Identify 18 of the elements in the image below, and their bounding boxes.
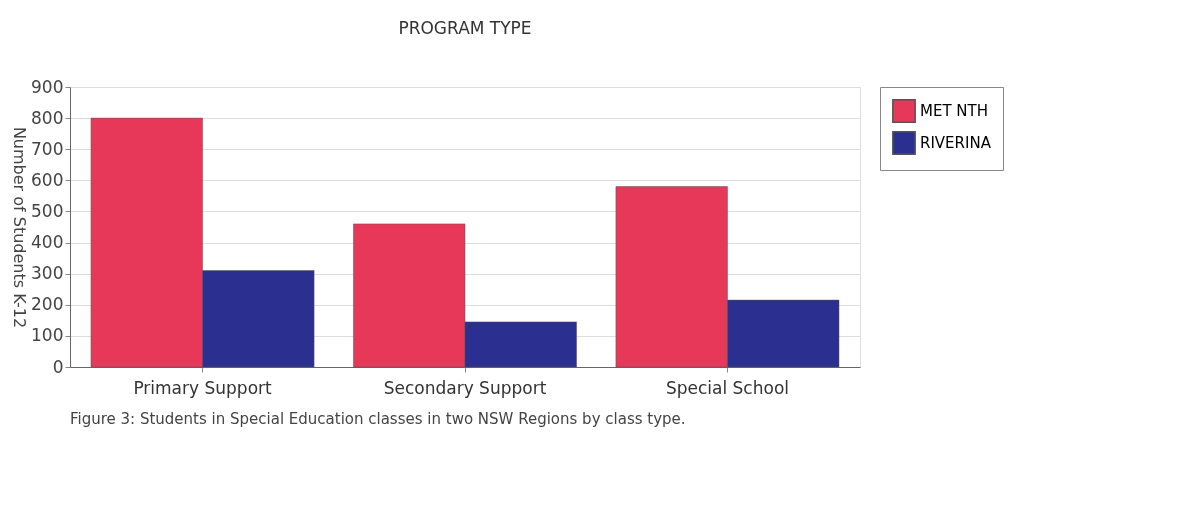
y-tick-label: 200 [31, 294, 64, 315]
y-tick-label: 800 [31, 107, 64, 128]
y-tick-label: 400 [31, 232, 64, 253]
legend-label: MET NTH [920, 102, 989, 120]
x-tick-label: Secondary Support [383, 377, 547, 398]
caption: Figure 3: Students in Special Education classes in two NSW Regions by class type. [70, 410, 686, 428]
y-tick-label: 500 [31, 200, 64, 221]
x-tick-label: Special School [665, 377, 790, 398]
y-tick-label: 600 [31, 169, 64, 190]
y-axis-title: Number of Students K-12 [10, 126, 30, 329]
x-tick-label: Primary Support [133, 377, 273, 398]
chart-title: PROGRAM TYPE [398, 18, 532, 38]
y-tick-label: 900 [31, 76, 64, 97]
y-tick-label: 300 [31, 263, 64, 284]
y-tick-label: 700 [31, 138, 64, 159]
y-tick-label: 100 [31, 325, 64, 346]
y-tick-label: 0 [52, 356, 64, 377]
legend-label: RIVERINA [920, 134, 992, 152]
